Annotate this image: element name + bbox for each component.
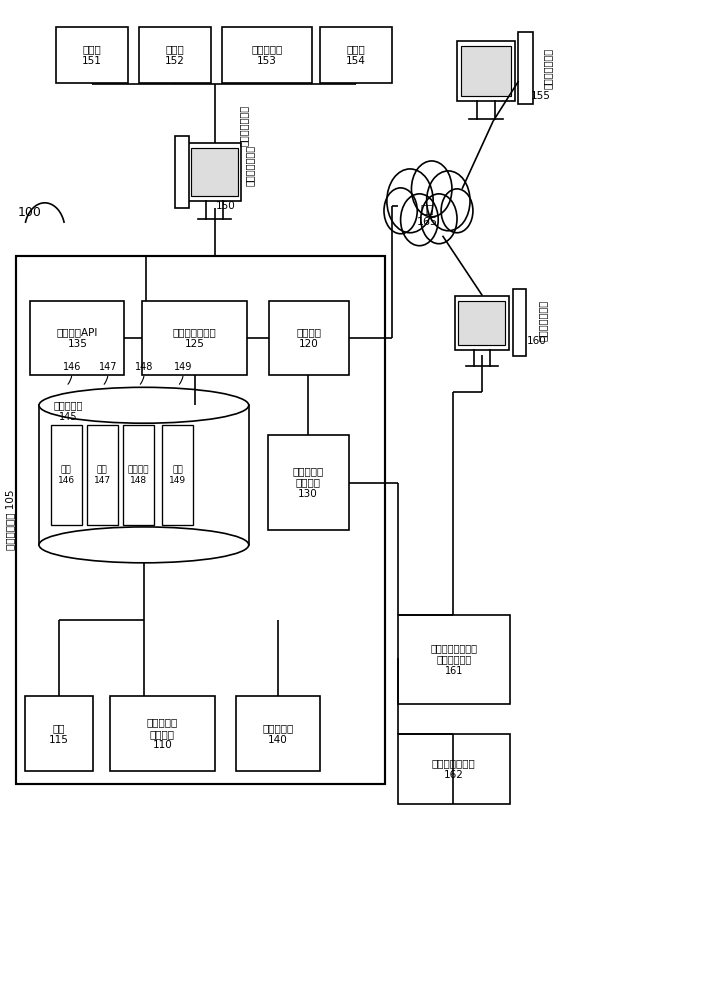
Text: 数据处理系统 105: 数据处理系统 105: [5, 490, 15, 550]
FancyBboxPatch shape: [39, 405, 249, 545]
Text: 音频信号生
成器组件
130: 音频信号生 成器组件 130: [293, 466, 324, 499]
FancyBboxPatch shape: [175, 136, 189, 208]
FancyBboxPatch shape: [16, 256, 385, 784]
Text: 接口
115: 接口 115: [49, 723, 69, 745]
Text: 客户端计算设备: 客户端计算设备: [239, 105, 249, 146]
Text: 自然语言处
理器组件
110: 自然语言处 理器组件 110: [147, 717, 178, 750]
Text: 参数
146: 参数 146: [57, 465, 75, 485]
Ellipse shape: [39, 527, 249, 563]
FancyBboxPatch shape: [123, 425, 154, 525]
Text: 数据存储库
145: 数据存储库 145: [53, 400, 83, 422]
Text: 100: 100: [17, 206, 41, 219]
FancyBboxPatch shape: [162, 425, 193, 525]
FancyBboxPatch shape: [139, 27, 211, 83]
FancyBboxPatch shape: [187, 143, 242, 201]
Circle shape: [421, 194, 457, 244]
FancyBboxPatch shape: [455, 296, 509, 350]
Text: 模板
149: 模板 149: [169, 465, 186, 485]
FancyBboxPatch shape: [518, 32, 533, 104]
FancyBboxPatch shape: [513, 289, 526, 356]
Text: 客户端计算设备: 客户端计算设备: [245, 145, 254, 186]
Text: 服务提供者接口
162: 服务提供者接口 162: [432, 758, 476, 780]
FancyBboxPatch shape: [457, 41, 515, 101]
Text: 内容数据
148: 内容数据 148: [128, 465, 149, 485]
FancyBboxPatch shape: [56, 27, 128, 83]
FancyBboxPatch shape: [25, 696, 93, 771]
Ellipse shape: [39, 387, 249, 423]
Text: 147: 147: [99, 362, 118, 372]
Text: 服务提供者自然语
言处理器组件
161: 服务提供者自然语 言处理器组件 161: [431, 643, 477, 676]
Text: 会话处理机
140: 会话处理机 140: [262, 723, 293, 745]
FancyBboxPatch shape: [142, 301, 248, 375]
Circle shape: [441, 189, 473, 233]
Text: 网络
165: 网络 165: [417, 205, 438, 227]
Text: 150: 150: [216, 201, 235, 211]
Circle shape: [401, 194, 439, 246]
Text: 扬声器
154: 扬声器 154: [346, 44, 366, 66]
Circle shape: [427, 171, 470, 231]
Text: 服务提供者设备: 服务提供者设备: [537, 300, 547, 341]
Text: 传感器
151: 传感器 151: [82, 44, 102, 66]
Text: 策略
147: 策略 147: [94, 465, 111, 485]
FancyBboxPatch shape: [269, 301, 348, 375]
FancyBboxPatch shape: [222, 27, 312, 83]
Text: 内容选择器组件
125: 内容选择器组件 125: [173, 327, 217, 349]
Text: 149: 149: [174, 362, 192, 372]
Circle shape: [412, 161, 452, 217]
FancyBboxPatch shape: [237, 696, 319, 771]
Text: 148: 148: [135, 362, 153, 372]
Text: 预测组件
120: 预测组件 120: [296, 327, 322, 349]
FancyBboxPatch shape: [51, 425, 81, 525]
FancyBboxPatch shape: [460, 46, 511, 96]
FancyBboxPatch shape: [319, 27, 392, 83]
Text: 直接动作API
135: 直接动作API 135: [57, 327, 98, 349]
Circle shape: [384, 188, 417, 234]
FancyBboxPatch shape: [191, 148, 238, 196]
FancyBboxPatch shape: [458, 301, 505, 345]
FancyBboxPatch shape: [86, 425, 118, 525]
Text: 内容提供者设备: 内容提供者设备: [542, 48, 552, 89]
Text: 160: 160: [526, 336, 547, 346]
Text: 155: 155: [531, 91, 551, 101]
Text: 转换器
152: 转换器 152: [165, 44, 185, 66]
Text: 146: 146: [62, 362, 81, 372]
FancyBboxPatch shape: [398, 615, 510, 704]
FancyBboxPatch shape: [268, 435, 348, 530]
FancyBboxPatch shape: [398, 734, 510, 804]
Text: 音频驱动器
153: 音频驱动器 153: [251, 44, 283, 66]
Circle shape: [387, 169, 433, 233]
FancyBboxPatch shape: [30, 301, 124, 375]
FancyBboxPatch shape: [110, 696, 215, 771]
